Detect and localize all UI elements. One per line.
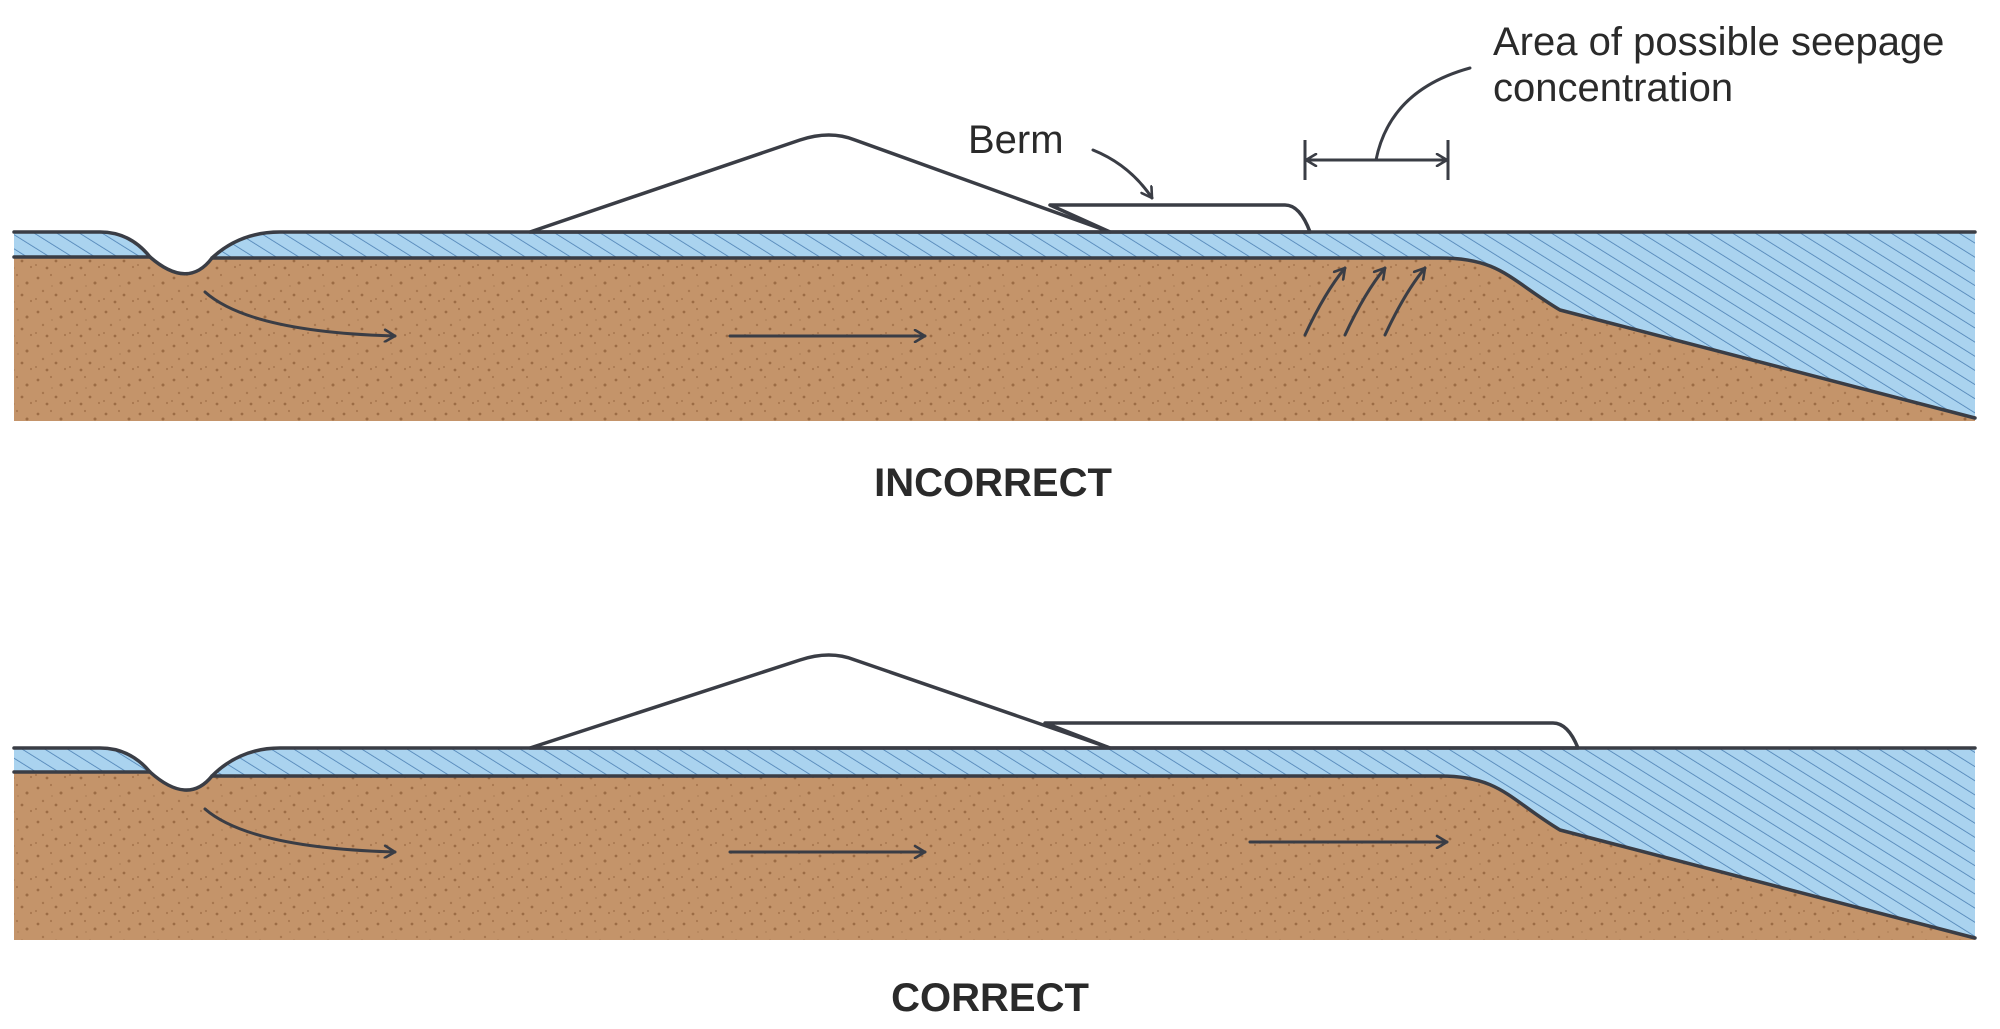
upward-seepage-arrow (1303, 266, 1347, 337)
seepage-area-label-line2: concentration (1493, 66, 1733, 110)
seepage-area-label-line1: Area of possible seepage (1493, 20, 1944, 64)
ground-surface-line (12, 746, 1977, 792)
top-stratum (14, 748, 1975, 938)
correct-caption: CORRECT (891, 976, 1089, 1020)
incorrect-caption: INCORRECT (874, 461, 1112, 505)
levee-embankment (528, 653, 1112, 750)
seepage-flow-arrow (203, 807, 397, 852)
upward-seepage-arrow (1343, 266, 1387, 337)
foundation-soil (14, 772, 1975, 940)
seepage-berm (1043, 721, 1580, 750)
seepage-area-leader (1374, 66, 1472, 162)
levee-embankment (528, 133, 1112, 234)
berm-leader-arrow (1091, 148, 1154, 200)
incorrect-panel: Berm Area of possible seepage concentrat… (12, 20, 1977, 505)
seepage-flow-arrow (203, 290, 397, 336)
seepage-berm (1048, 203, 1312, 234)
stratum-boundary-line (12, 255, 1977, 420)
foundation-soil (14, 257, 1975, 421)
ground-surface-line (12, 230, 1977, 276)
berm-label: Berm (968, 118, 1064, 162)
top-stratum (14, 232, 1975, 418)
upward-seepage-arrow (1383, 266, 1427, 337)
correct-panel: CORRECT (12, 653, 1977, 1020)
stratum-boundary-line (12, 770, 1977, 940)
